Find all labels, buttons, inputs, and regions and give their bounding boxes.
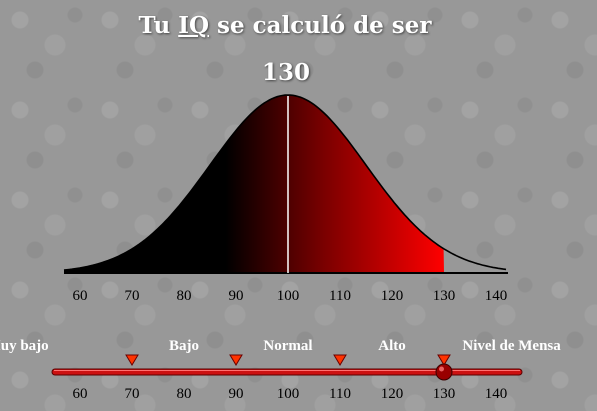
scale-category-label: Nivel de Mensa	[462, 338, 561, 354]
slider-knob-highlight	[439, 366, 444, 372]
curve-tick-label: 80	[177, 288, 192, 304]
curve-x-axis: 60 70 80 90 100 110 120 130 140	[73, 288, 508, 304]
curve-tick-label: 130	[433, 288, 456, 304]
threshold-marker	[229, 354, 243, 366]
bell-curve	[63, 94, 508, 274]
slider-tick-label: 140	[485, 386, 508, 402]
scale-category-label: Normal	[263, 338, 312, 354]
iq-scale-slider[interactable]: Muy bajo Bajo Normal Alto Nivel de Mensa	[0, 338, 561, 381]
slider-tick-label: 120	[381, 386, 404, 402]
curve-outline	[63, 94, 507, 271]
scale-category-label: Alto	[378, 338, 406, 354]
title-text-iq: IQ	[178, 12, 210, 39]
title-text-after: se calculó de ser	[209, 12, 432, 39]
slider-x-axis: 60 70 80 90 100 110 120 130 140	[73, 386, 508, 402]
curve-tick-label: 100	[277, 288, 300, 304]
curve-tick-label: 140	[485, 288, 508, 304]
scale-category-label: Bajo	[169, 338, 199, 354]
slider-tick-label: 80	[177, 386, 192, 402]
curve-tick-label: 90	[229, 288, 244, 304]
slider-tick-label: 100	[277, 386, 300, 402]
threshold-marker	[125, 354, 139, 366]
slider-tick-label: 60	[73, 386, 88, 402]
threshold-marker	[437, 354, 451, 366]
curve-tick-label: 60	[73, 288, 88, 304]
scale-category-label: Muy bajo	[0, 338, 49, 354]
slider-knob[interactable]	[435, 363, 453, 381]
result-title: Tu IQ se calculó de ser	[0, 12, 570, 39]
curve-shaded-area	[64, 95, 444, 273]
curve-tick-label: 70	[125, 288, 140, 304]
slider-tick-label: 110	[329, 386, 351, 402]
slider-tick-label: 90	[229, 386, 244, 402]
slider-tick-label: 130	[433, 386, 456, 402]
iq-score-value: 130	[261, 59, 310, 86]
slider-tick-label: 70	[125, 386, 140, 402]
threshold-marker	[333, 354, 347, 366]
curve-tick-label: 110	[329, 288, 351, 304]
title-text-before: Tu	[138, 12, 179, 39]
curve-tick-label: 120	[381, 288, 404, 304]
